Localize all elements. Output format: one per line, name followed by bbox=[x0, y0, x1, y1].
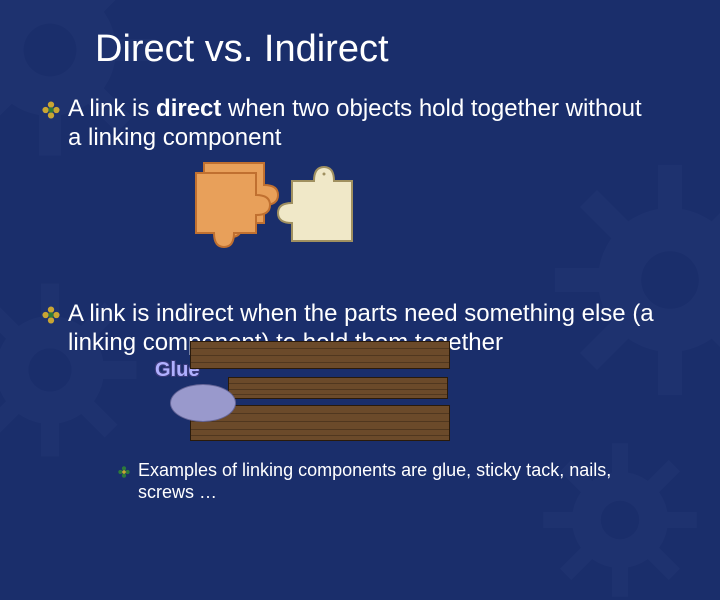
sub-bullet-text: Examples of linking components are glue,… bbox=[138, 460, 668, 503]
glue-blob-icon bbox=[170, 384, 236, 422]
bg-gear-icon bbox=[550, 160, 720, 400]
bullet-flower-icon bbox=[42, 101, 60, 119]
puzzle-pieces-icon bbox=[190, 155, 390, 275]
bullet-flower-small-icon bbox=[118, 466, 130, 478]
wood-board-icon bbox=[228, 377, 448, 399]
bullet-1-text: A link is direct when two objects hold t… bbox=[68, 95, 658, 153]
bullet-1-prefix: A link is bbox=[68, 95, 156, 122]
bullet-1-bold: direct bbox=[156, 95, 221, 122]
wood-board-icon bbox=[190, 341, 450, 369]
bullet-flower-icon bbox=[42, 306, 60, 324]
slide-title: Direct vs. Indirect bbox=[95, 28, 389, 71]
